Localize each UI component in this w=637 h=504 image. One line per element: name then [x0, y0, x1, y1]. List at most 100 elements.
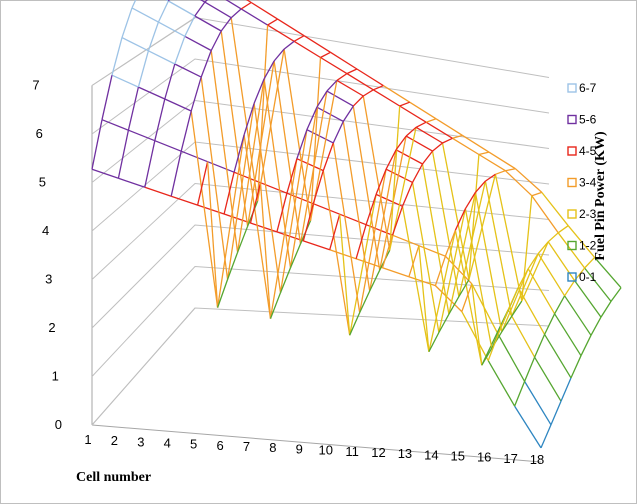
surface-segment: [421, 163, 450, 315]
surface-segment: [375, 168, 387, 195]
surface-segment: [336, 79, 364, 97]
surface-segment: [111, 74, 139, 88]
legend-label: 0-1: [579, 270, 597, 284]
z-axis-label: Fuel Pin Power (KW): [593, 131, 608, 261]
x-tick-label: 16: [477, 450, 491, 465]
surface-segment: [302, 203, 314, 242]
surface-segment: [488, 151, 516, 170]
surface-segment: [194, 15, 222, 32]
x-tick-label: 7: [243, 439, 250, 454]
surface-segment: [216, 134, 245, 308]
surface-segment: [484, 180, 513, 317]
surface-segment: [356, 68, 384, 87]
surface-segment: [240, 1, 252, 10]
z-tick-label: 7: [32, 78, 39, 93]
surface-segment: [111, 37, 123, 76]
surface-segment: [309, 57, 322, 221]
z-tick-label: 0: [55, 417, 62, 432]
surface-segment: [381, 235, 394, 268]
legend-label: 2-3: [579, 207, 597, 221]
surface-segment: [421, 150, 434, 165]
surface-segment: [144, 186, 172, 197]
surface-mesh: [91, 0, 622, 449]
x-tick-label: 8: [269, 440, 276, 455]
surface-segment: [279, 129, 308, 293]
surface-segment: [144, 140, 156, 188]
surface-segment: [434, 285, 463, 313]
x-tick-label: 1: [84, 432, 91, 447]
surface-segment: [415, 121, 427, 128]
surface-segment: [259, 182, 272, 319]
surface-segment: [306, 106, 318, 130]
surface-segment: [487, 334, 499, 361]
surface-segment: [346, 68, 358, 75]
surface-segment: [349, 312, 361, 336]
surface-segment: [207, 161, 235, 173]
surface-segment: [184, 15, 196, 37]
surface-segment: [385, 168, 413, 183]
surface-segment: [220, 17, 232, 32]
surface-segment: [184, 35, 212, 52]
surface-segment: [236, 78, 265, 253]
surface-segment: [385, 149, 397, 170]
z-tick-label: 2: [48, 320, 55, 335]
surface-segment: [554, 313, 582, 357]
x-tick-label: 13: [398, 446, 412, 461]
surface-segment: [399, 101, 410, 107]
surface-segment: [210, 50, 239, 253]
surface-segment: [236, 226, 249, 253]
surface-segment: [332, 121, 344, 144]
z-tick-label: 4: [42, 223, 49, 238]
surface-segment: [226, 252, 239, 280]
surface-segment: [170, 195, 198, 206]
surface-segment: [478, 153, 506, 172]
surface-segment: [240, 8, 268, 26]
surface-segment: [428, 332, 440, 353]
surface-segment: [365, 194, 377, 225]
surface-segment: [534, 334, 546, 358]
surface-segment: [610, 287, 622, 302]
surface-segment: [497, 334, 526, 382]
surface-segment: [223, 172, 235, 215]
z-gridline: [91, 58, 550, 135]
surface-segment: [359, 169, 387, 313]
surface-segment: [513, 381, 526, 407]
surface-segment: [531, 191, 543, 197]
z-tick-label: 3: [45, 272, 52, 287]
surface-segment: [293, 40, 321, 59]
surface-segment: [306, 129, 334, 144]
surface-segment: [230, 8, 242, 19]
surface-segment: [431, 150, 460, 297]
x-tick-label: 14: [424, 447, 438, 462]
legend-swatch: [567, 146, 577, 156]
surface-segment: [501, 315, 513, 333]
surface-segment: [249, 182, 262, 224]
surface-segment: [560, 377, 572, 402]
surface-segment: [342, 105, 354, 122]
surface-segment: [320, 56, 348, 75]
surface-segment: [157, 0, 169, 23]
surface-segment: [401, 206, 430, 352]
surface-segment: [216, 279, 229, 308]
surface-segment: [303, 240, 330, 251]
surface-segment: [411, 163, 424, 183]
surface-segment: [425, 118, 437, 123]
surface-segment: [540, 424, 552, 449]
surface-segment: [190, 76, 202, 112]
surface-segment: [584, 256, 596, 269]
surface-segment: [408, 245, 420, 277]
surface-segment: [339, 214, 351, 336]
legend: 6-7 5-6 4-5 3-4 2-3 1-2 0-1: [567, 81, 597, 284]
surface-segment: [527, 253, 539, 270]
surface-segment: [342, 121, 371, 292]
surface-segment: [204, 0, 209, 3]
surface-segment: [504, 170, 533, 197]
legend-swatch: [567, 177, 577, 188]
surface-segment: [296, 129, 308, 159]
surface-segment: [594, 256, 622, 289]
z-tick-label: 6: [36, 126, 43, 141]
surface-segment: [415, 126, 443, 144]
surface-segment: [454, 230, 483, 366]
surface-segment: [233, 134, 245, 173]
surface-segment: [464, 208, 493, 349]
